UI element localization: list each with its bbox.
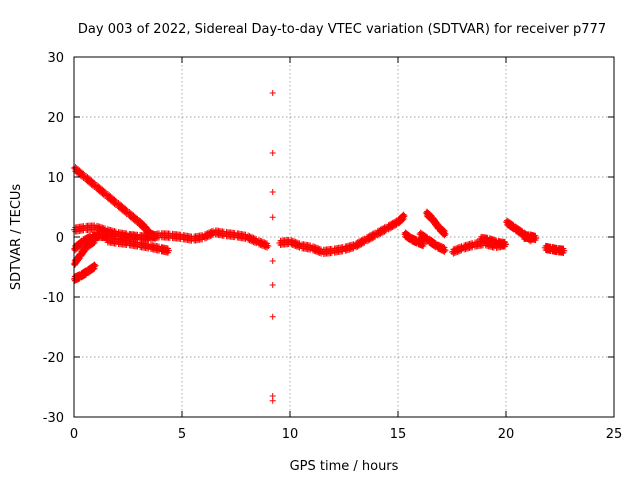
data-point <box>399 216 406 223</box>
data-point <box>453 249 460 256</box>
data-point <box>208 232 215 239</box>
data-point <box>207 233 214 240</box>
data-point <box>269 150 276 156</box>
data-point <box>458 247 465 254</box>
data-point <box>401 213 408 219</box>
data-point <box>90 266 97 273</box>
data-point <box>269 258 276 264</box>
axis-ticks: 0 5 10 15 20 25 -30 -20 -10 0 10 20 30 <box>43 51 623 442</box>
data-point <box>420 241 427 248</box>
data-point <box>91 265 98 272</box>
y-axis-label: SDTVAR / TECUs <box>9 184 24 291</box>
data-point <box>269 313 276 320</box>
data-point <box>450 250 457 257</box>
data-point <box>359 240 366 247</box>
data-point <box>269 90 276 96</box>
y-tick-label: 30 <box>47 51 64 66</box>
x-tick-label: 5 <box>178 427 186 442</box>
y-tick-label: -10 <box>43 291 64 306</box>
x-tick-label: 20 <box>498 427 515 442</box>
y-tick-label: -30 <box>43 411 64 426</box>
data-point <box>269 282 276 288</box>
x-tick-label: 0 <box>70 427 78 442</box>
data-point <box>400 215 407 222</box>
data-point <box>269 214 276 221</box>
data-point <box>269 189 276 195</box>
data-point <box>392 222 399 229</box>
data-point <box>381 228 388 235</box>
data-point <box>442 247 449 254</box>
data-point <box>92 262 99 269</box>
x-axis-label: GPS time / hours <box>290 459 399 474</box>
data-point <box>75 256 82 263</box>
chart-title: Day 003 of 2022, Sidereal Day-to-day VTE… <box>78 22 606 37</box>
data-point <box>269 397 276 404</box>
data-points <box>71 90 568 404</box>
data-point <box>451 250 458 257</box>
data-point <box>457 247 464 254</box>
y-tick-label: 0 <box>56 231 64 246</box>
data-point <box>370 234 377 241</box>
data-point <box>91 239 98 246</box>
data-point <box>533 235 540 242</box>
data-point <box>449 249 455 255</box>
x-tick-label: 25 <box>606 427 623 442</box>
data-point <box>201 235 208 242</box>
data-point <box>442 231 449 237</box>
data-point <box>204 234 211 241</box>
y-tick-label: 10 <box>47 171 64 186</box>
data-point <box>454 249 461 255</box>
data-point <box>265 243 272 249</box>
data-point <box>82 247 89 254</box>
data-point <box>503 241 509 248</box>
data-point <box>441 232 448 239</box>
data-point <box>206 233 212 240</box>
data-point <box>203 234 210 241</box>
data-point <box>455 248 462 255</box>
data-point <box>561 247 568 254</box>
y-tick-label: 20 <box>47 111 64 126</box>
data-point <box>166 247 173 254</box>
data-point <box>90 240 97 247</box>
x-tick-label: 10 <box>282 427 299 442</box>
y-tick-label: -20 <box>43 351 64 366</box>
x-tick-label: 15 <box>390 427 407 442</box>
